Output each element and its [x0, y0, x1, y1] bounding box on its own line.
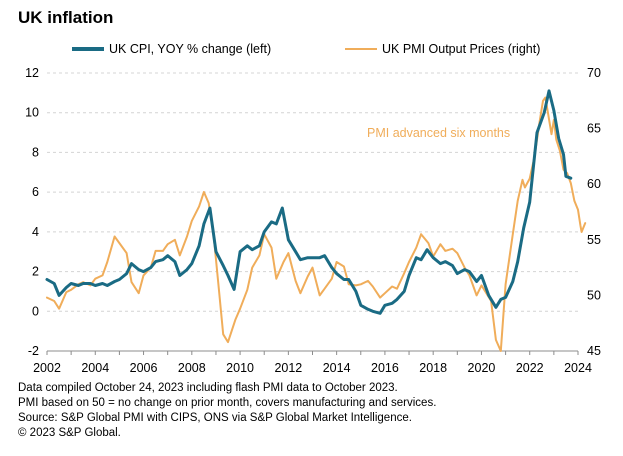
x-tick-label: 2012: [274, 361, 302, 375]
footnote-pmi-basis: PMI based on 50 = no change on prior mon…: [18, 397, 437, 409]
x-tick-label: 2014: [323, 361, 351, 375]
y-left-tick-label: 6: [32, 185, 39, 199]
legend-swatch-cpi: [72, 47, 104, 51]
y-left-tick-label: 8: [32, 145, 39, 159]
y-right-tick-label: 65: [587, 122, 601, 136]
y-right-tick-label: 45: [587, 344, 601, 358]
footnotes: Data compiled October 24, 2023 including…: [18, 381, 436, 441]
footnote-compiled: Data compiled October 24, 2023 including…: [18, 382, 398, 394]
y-right-tick-label: 50: [587, 288, 601, 302]
x-tick-label: 2004: [81, 361, 109, 375]
y-left-tick-label: -2: [28, 344, 39, 358]
x-tick-label: 2006: [130, 361, 158, 375]
y-right-tick-label: 70: [587, 66, 601, 80]
x-tick-label: 2024: [564, 361, 592, 375]
y-left-tick-label: 10: [25, 106, 39, 120]
legend-item-pmi: UK PMI Output Prices (right): [345, 42, 540, 56]
x-tick-label: 2002: [33, 361, 61, 375]
legend: UK CPI, YOY % change (left) UK PMI Outpu…: [0, 42, 623, 62]
y-left-tick-label: 12: [25, 66, 39, 80]
series-line-cpi: [45, 89, 573, 315]
chart-plot: -2 0 2 4 6 8 10 12 45 50 55 60 65 70 2002 2004 2006 2008 2…: [25, 66, 601, 375]
y-left-tick-label: 4: [32, 225, 39, 239]
x-tick-label: 2010: [226, 361, 254, 375]
legend-label-cpi: UK CPI, YOY % change (left): [109, 42, 272, 56]
y-left-tick-label: 0: [32, 304, 39, 318]
footnote-copyright: © 2023 S&P Global.: [18, 427, 121, 439]
series-lines: [45, 89, 587, 352]
x-tick-label: 2008: [178, 361, 206, 375]
x-tick-label: 2022: [516, 361, 544, 375]
x-tick-label: 2016: [371, 361, 399, 375]
x-tick-label: 2018: [419, 361, 447, 375]
y-right-tick-label: 60: [587, 177, 601, 191]
y-left-tick-label: 2: [32, 265, 39, 279]
annotation-pmi-advanced: PMI advanced six months: [367, 126, 510, 140]
y-right-tick-label: 55: [587, 233, 601, 247]
footnote-source: Source: S&P Global PMI with CIPS, ONS vi…: [18, 412, 412, 424]
legend-item-cpi: UK CPI, YOY % change (left): [72, 42, 271, 56]
gridlines: [47, 72, 578, 312]
axis-tick-labels: -2 0 2 4 6 8 10 12 45 50 55 60 65 70 2002 2004 2006 2008 2…: [25, 66, 601, 375]
chart-title: UK inflation: [18, 8, 114, 27]
legend-label-pmi: UK PMI Output Prices (right): [382, 42, 541, 56]
x-tick-label: 2020: [468, 361, 496, 375]
legend-swatch-pmi: [345, 48, 377, 50]
axes: [46, 350, 579, 355]
